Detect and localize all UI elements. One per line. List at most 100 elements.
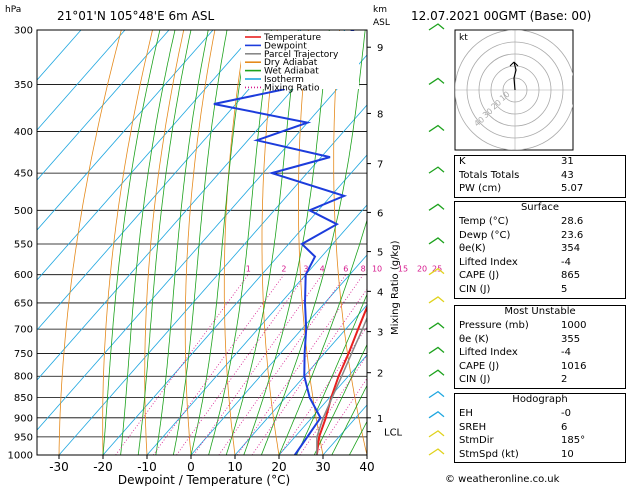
pressure-tick-label: 350	[14, 80, 33, 91]
index-value: 10	[561, 448, 574, 460]
wet-adiabat-line	[137, 30, 192, 455]
temp-tick-label: 40	[359, 460, 374, 474]
mixing-ratio-axis-label: Mixing Ratio (g/kg)	[390, 240, 401, 335]
km-tick-label: 7	[377, 160, 383, 171]
temperature-line	[315, 304, 367, 455]
wind-barb	[428, 77, 445, 85]
isotherm-line	[37, 30, 258, 281]
wind-barb	[428, 410, 445, 419]
index-name: StmSpd (kt)	[459, 448, 519, 460]
index-value: 5.07	[561, 183, 584, 195]
mixing-ratio-label: 6	[343, 265, 348, 274]
dry-adiabat-line	[401, 30, 455, 455]
index-row: Totals Totals 43	[455, 170, 625, 184]
temp-tick-label: -10	[137, 460, 157, 474]
wet-adiabat-line	[120, 30, 176, 455]
km-units-label: km	[373, 5, 387, 15]
x-axis-label: Dewpoint / Temperature (°C)	[118, 473, 290, 486]
indices-section-title: Hodograph	[512, 394, 568, 405]
index-name: PW (cm)	[459, 183, 502, 195]
surface-indices-box: Surface Temp (°C) 28.6 Dewp (°C) 23.6 θe(K) 35…	[454, 201, 626, 299]
mixing-ratio-label: 4	[320, 265, 325, 274]
mixing-ratio-label: 2	[281, 265, 286, 274]
pressure-tick-label: 950	[14, 432, 33, 443]
index-row: K 31	[455, 156, 625, 170]
dry-adiabat-line	[58, 30, 122, 455]
pressure-tick-label: 550	[14, 239, 33, 250]
km-tick-label: 3	[377, 328, 383, 339]
index-name: CAPE (J)	[459, 270, 500, 282]
km-tick-label: 6	[377, 208, 383, 219]
index-value: 28.6	[561, 216, 584, 227]
pressure-tick-label: 300	[14, 26, 33, 37]
wet-adiabat-line	[313, 343, 367, 455]
mixing-ratio-line	[176, 274, 307, 455]
index-row: CAPE (J) 865	[455, 270, 625, 284]
hodograph-trace	[513, 61, 517, 91]
index-value: 865	[561, 270, 581, 282]
legend-entry-label: Temperature	[263, 33, 321, 43]
mixing-ratio-label: 10	[372, 265, 382, 274]
index-row: StmDir 185°	[455, 435, 625, 449]
dry-adiabat-line	[184, 30, 216, 455]
km-tick-label: 2	[377, 369, 383, 380]
mixing-ratio-line	[115, 274, 249, 455]
wind-barb	[428, 203, 445, 211]
wet-adiabat-line	[243, 30, 330, 455]
legend-entry-label: Wet Adiabat	[264, 67, 319, 77]
index-row: CAPE (J) 1016	[455, 361, 625, 375]
wind-barb	[428, 430, 445, 438]
mixing-ratio-line	[251, 288, 367, 455]
wet-adiabat-line	[190, 30, 249, 455]
wet-adiabat-line	[102, 30, 161, 455]
wet-adiabat-line	[278, 218, 367, 455]
index-name: Temp (°C)	[459, 216, 509, 227]
mixing-ratio-label: 15	[398, 265, 408, 274]
km-tick-label: LCL	[384, 428, 403, 439]
index-row: EH -0	[455, 408, 625, 422]
index-name: K	[459, 156, 466, 167]
index-name: SREH	[459, 421, 487, 433]
pressure-tick-label: 800	[14, 372, 33, 383]
hodograph-units-label: kt	[459, 33, 468, 43]
index-row: CIN (J) 5	[455, 284, 625, 298]
storm-motion-arrow	[509, 61, 519, 67]
index-value: 31	[561, 156, 574, 167]
legend-entry-label: Isotherm	[264, 75, 304, 85]
indices-section-title: Surface	[520, 202, 560, 213]
pressure-tick-label: 500	[14, 206, 33, 217]
index-name: EH	[459, 408, 473, 419]
isotherm-line	[190, 254, 367, 455]
indices-section-title: Most Unstable	[504, 306, 576, 317]
index-value: 5	[561, 283, 568, 295]
hpa-units-label: hPa	[5, 5, 21, 15]
wind-barb	[428, 390, 445, 399]
skewt-axes: 3003504004505005506006507007508008509009…	[8, 26, 443, 488]
pressure-tick-label: 1000	[8, 451, 33, 462]
dry-adiabat-line	[102, 30, 153, 455]
wet-adiabat-line	[208, 30, 272, 455]
isotherm-line	[37, 30, 214, 231]
isotherm-line	[37, 30, 126, 131]
km-tick-label: 8	[377, 109, 383, 120]
index-name: θe(K)	[459, 243, 486, 255]
temp-tick-label: 20	[271, 460, 286, 474]
index-row: Lifted Index -4	[455, 347, 625, 361]
index-row: Dewp (°C) 23.6	[455, 230, 625, 244]
km-tick-label: 9	[377, 43, 383, 54]
index-value: -4	[561, 256, 571, 268]
plot-frame	[36, 29, 368, 456]
wind-barb	[428, 296, 445, 304]
dry-adiabat-line	[333, 30, 367, 455]
index-value: -4	[561, 347, 571, 359]
temp-tick-label: 30	[315, 460, 330, 474]
wind-barb	[428, 448, 445, 456]
index-value: -0	[561, 408, 571, 419]
pressure-tick-label: 400	[14, 127, 33, 138]
pressure-tick-label: 750	[14, 349, 33, 360]
index-name: StmDir	[459, 435, 494, 447]
index-name: Pressure (mb)	[459, 320, 529, 331]
isotherm-line	[37, 30, 170, 181]
